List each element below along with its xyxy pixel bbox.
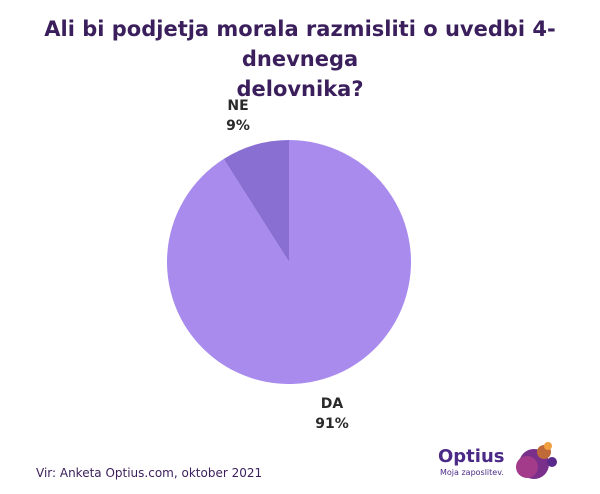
chart-title: Ali bi podjetja morala razmisliti o uved… (0, 14, 600, 104)
slice-name-da: DA (320, 396, 344, 412)
brand-logo-block: Optius Moja zaposlitev. (438, 436, 588, 486)
brand-name: Optius (438, 446, 505, 467)
source-note: Vir: Anketa Optius.com, oktober 2021 (36, 466, 263, 480)
pie-slice-ne (223, 140, 289, 262)
brand-logo-icon (516, 442, 557, 479)
slice-percent-ne: 9% (226, 118, 250, 134)
chart-title-line-1: Ali bi podjetja morala razmisliti o uved… (44, 17, 556, 71)
brand-tagline: Moja zaposlitev. (440, 468, 504, 477)
slice-label-da: DA 91% (302, 394, 362, 434)
slice-label-ne: NE 9% (208, 96, 268, 136)
slice-percent-da: 91% (315, 416, 349, 432)
slice-name-ne: NE (227, 98, 249, 114)
chart-title-line-2: delovnika? (236, 77, 364, 101)
pie-slice-da (166, 140, 411, 384)
